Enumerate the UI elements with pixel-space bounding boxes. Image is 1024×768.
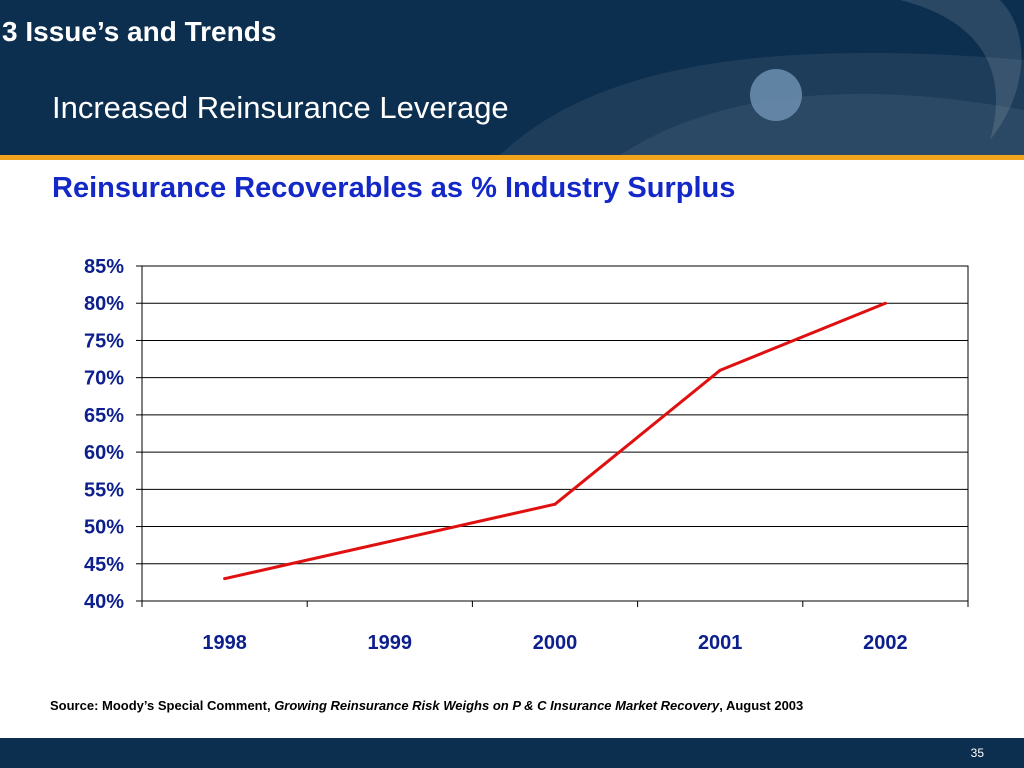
slide-header: 3 Issue’s and Trends Increased Reinsuran…: [0, 0, 1024, 155]
y-tick-label: 60%: [84, 442, 124, 464]
section-title: 3 Issue’s and Trends: [2, 16, 277, 47]
plot-frame: [141, 265, 969, 602]
data-point: [553, 502, 557, 506]
data-point: [718, 368, 722, 372]
slide-footer: 35: [0, 738, 1024, 768]
data-point: [388, 539, 392, 543]
series-line: [224, 301, 886, 581]
x-tick-label: 2001: [698, 632, 743, 654]
data-point: [883, 301, 887, 305]
y-tick-label: 45%: [84, 554, 124, 576]
x-tick-label: 2002: [863, 632, 908, 654]
y-tick-label: 40%: [84, 591, 124, 613]
y-tick-label: 65%: [84, 405, 124, 427]
y-tick-label: 50%: [84, 517, 124, 539]
x-tick-label: 2000: [533, 632, 578, 654]
y-tick-label: 85%: [84, 256, 124, 278]
data-point: [223, 577, 227, 581]
x-tick-label: 1998: [202, 632, 247, 654]
y-tick-label: 55%: [84, 479, 124, 501]
page-number: 35: [970, 746, 984, 760]
line-chart: 40% 45% 50% 55% 60% 65% 70% 75% 80% 85% 1998 1999 20…: [84, 256, 969, 654]
source-note: Source: Moody’s Special Comment, Growing…: [50, 698, 803, 713]
y-tick-label: 70%: [84, 368, 124, 390]
accent-bar: [0, 155, 1024, 160]
source-publication: Growing Reinsurance Risk Weighs on P & C…: [274, 698, 720, 713]
slide-subtitle: Increased Reinsurance Leverage: [52, 90, 509, 125]
source-prefix: Source: Moody’s Special Comment,: [50, 698, 275, 713]
y-tick-label: 80%: [84, 293, 124, 315]
x-tick-label: 1999: [368, 632, 413, 654]
chart-title: Reinsurance Recoverables as % Industry S…: [52, 172, 736, 204]
source-suffix: , August 2003: [719, 698, 804, 713]
header-swoosh-decoration: [500, 0, 1024, 155]
y-tick-label: 75%: [84, 330, 124, 352]
